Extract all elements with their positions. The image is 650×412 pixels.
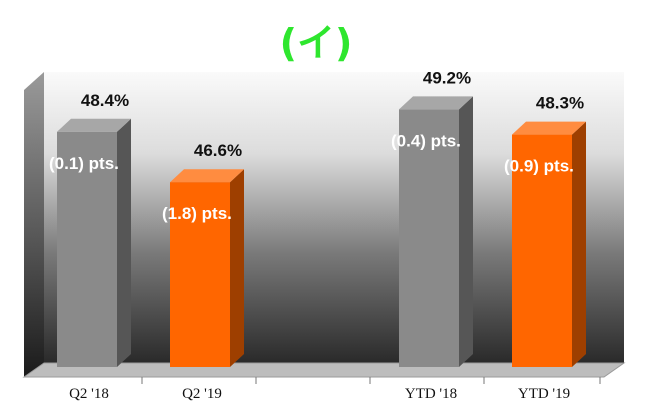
x-tick-label: YTD '18 (405, 386, 457, 402)
bar-front (512, 134, 572, 367)
panel-title: (イ) (280, 21, 353, 65)
bar-top (399, 96, 473, 110)
bar-0 (57, 118, 131, 367)
bar-side (459, 96, 473, 368)
bar-3 (512, 121, 586, 367)
bar-2 (399, 96, 473, 368)
value-label: 46.6% (194, 141, 242, 160)
bar-front (57, 131, 117, 367)
change-label: (0.4) pts. (391, 131, 461, 150)
change-label: (0.9) pts. (504, 157, 574, 176)
bar-side (572, 121, 586, 367)
bar-side (230, 169, 244, 367)
bar-1 (170, 169, 244, 367)
change-label: (1.8) pts. (162, 204, 232, 223)
bar-top (57, 118, 131, 132)
x-tick-label: Q2 '18 (69, 386, 109, 402)
x-tick-label: Q2 '19 (182, 386, 222, 402)
x-tick-label: YTD '19 (518, 386, 570, 402)
bar-front (399, 109, 459, 368)
value-label: 48.3% (536, 94, 584, 113)
value-label: 49.2% (423, 68, 471, 87)
bar-front (170, 182, 230, 367)
value-label: 48.4% (81, 91, 129, 110)
bar-top (512, 121, 586, 135)
bar-side (117, 118, 131, 367)
chart-side-wall (24, 72, 44, 377)
bar-top (170, 169, 244, 183)
change-label: (0.1) pts. (49, 154, 119, 173)
